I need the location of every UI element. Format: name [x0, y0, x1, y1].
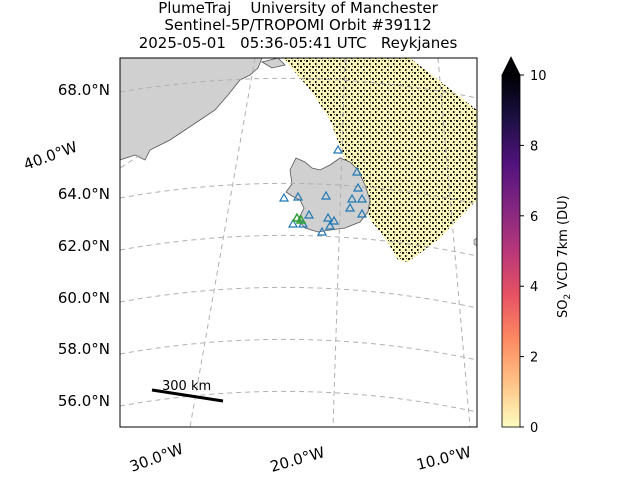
parallel-56n: [120, 390, 477, 413]
volcano-marker: [320, 190, 332, 200]
active-volcano-markers: [291, 212, 307, 224]
meridian-10w: [437, 58, 471, 427]
volcano-marker: [351, 166, 363, 176]
colorbar-extend-arrow: [501, 56, 521, 76]
active-volcano-marker: [295, 214, 307, 224]
map-frame: [119, 57, 478, 428]
meridian-20w: [332, 58, 346, 427]
parallel-64n: [120, 182, 477, 205]
volcano-marker: [356, 208, 368, 218]
parallel-68n: [120, 77, 477, 99]
title-line-2: Sentinel-5P/TROPOMI Orbit #39112: [164, 16, 432, 34]
volcano-marker: [352, 182, 364, 192]
title-line-3: 2025-05-01 05:36-05:41 UTC Reykjanes: [138, 34, 458, 52]
scale-bar: [151, 388, 224, 403]
lat-label-62n: 62.0°N: [58, 237, 110, 255]
colorbar-tick-label: 6: [530, 210, 538, 225]
colorbar-label-sub: 2: [563, 294, 573, 300]
colorbar-tick-label: 2: [530, 351, 538, 366]
greenland-landmass: [120, 58, 263, 161]
lat-label-56n: 56.0°N: [58, 392, 110, 410]
volcano-marker: [292, 191, 304, 201]
volcano-marker: [346, 193, 358, 203]
lon-label-20w: 20.0°W: [268, 443, 327, 476]
volcano-marker: [322, 212, 334, 222]
lat-label-64n: 64.0°N: [58, 185, 110, 203]
colorbar-tick-label: 8: [530, 139, 538, 154]
scale-bar-label: 300 km: [162, 379, 211, 394]
colorbar-tick-label: 10: [530, 69, 547, 84]
lat-label-58n: 58.0°N: [58, 340, 110, 358]
meridian-40w: [120, 154, 141, 169]
volcano-marker: [303, 209, 315, 219]
volcano-marker: [316, 226, 328, 236]
volcano-marker: [328, 215, 340, 225]
lat-label-60n: 60.0°N: [58, 289, 110, 307]
parallel-60n: [120, 286, 477, 309]
parallel-62n: [120, 234, 477, 257]
colorbar-gradient: [501, 74, 521, 428]
volcano-marker: [332, 144, 344, 154]
title-line-1: PlumeTraj University of Manchester: [158, 0, 438, 17]
volcano-marker: [356, 193, 368, 203]
lon-label-40w: 40.0°W: [21, 138, 80, 174]
volcano-marker: [324, 220, 336, 230]
lat-label-68n: 68.0°N: [58, 81, 110, 99]
latitude-labels: 68.0°N 64.0°N 62.0°N 60.0°N 58.0°N 56.0°…: [58, 81, 110, 410]
map-panel: [120, 58, 477, 427]
graticule: [120, 58, 477, 427]
active-volcano-marker: [291, 212, 303, 222]
colorbar-tick-label: 4: [530, 280, 538, 295]
colorbar-label: SO2 VCD 7km (DU): [556, 195, 573, 318]
colorbar-label-main: SO: [556, 300, 571, 318]
lon-label-30w: 30.0°W: [127, 440, 186, 476]
volcano-marker: [287, 218, 299, 228]
colorbar-ticks: 0 2 4 6 8 10: [520, 69, 547, 436]
volcano-marker: [278, 192, 290, 202]
parallel-58n: [120, 338, 477, 361]
colorbar-label-rest: VCD 7km (DU): [556, 195, 571, 294]
lon-label-10w: 10.0°W: [415, 443, 474, 474]
colorbar-tick-label: 0: [530, 421, 538, 436]
greenland-north: [260, 58, 286, 69]
faroe-islands: [473, 237, 477, 247]
volcano-markers: [278, 144, 368, 236]
so2-swath: [283, 58, 477, 262]
volcano-marker: [344, 202, 356, 212]
